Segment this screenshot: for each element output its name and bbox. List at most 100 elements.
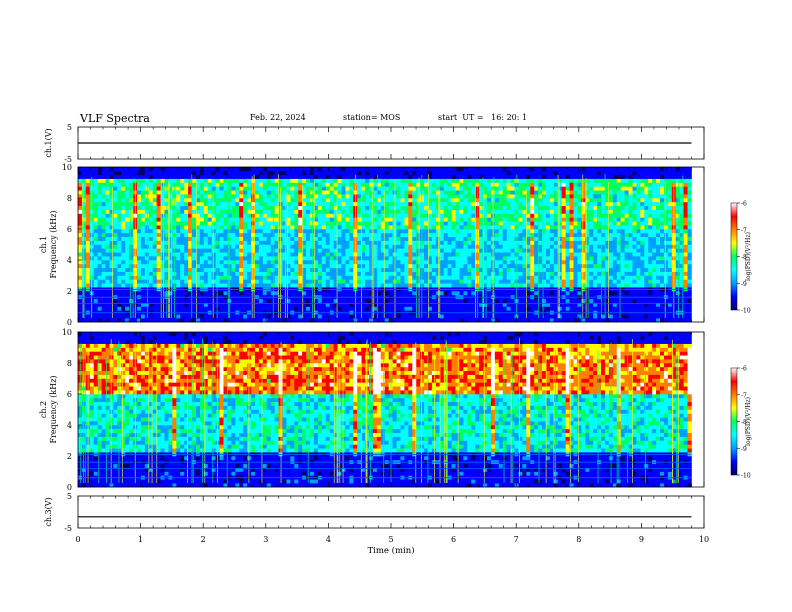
spectrogram-cell (306, 244, 311, 249)
spectrogram-cell (467, 178, 472, 183)
spectrogram-cell (561, 217, 566, 222)
spectrogram-cell (361, 186, 366, 191)
spectrogram-cell (549, 205, 555, 210)
spectrogram-cell (416, 267, 421, 272)
spectrogram-cell (93, 271, 98, 276)
spectrogram-cell (365, 167, 370, 172)
spectrogram-cell (565, 260, 570, 265)
spectrogram-cell (420, 306, 425, 311)
spectrogram-cell (494, 229, 500, 234)
spectrogram-cell (424, 186, 429, 191)
spectrogram-cell (526, 205, 531, 210)
spectrogram-cell (219, 221, 224, 226)
spectrogram-cell (376, 221, 382, 226)
spectrogram-cell (310, 167, 315, 172)
spectrogram-cell (416, 263, 421, 269)
spectrogram-cell (388, 217, 393, 222)
spectrogram-cell (455, 170, 460, 176)
spectrogram-cell (384, 174, 389, 179)
spectrogram-cell (463, 298, 468, 303)
spectrogram-cell (329, 174, 334, 179)
spectrogram-cell (498, 198, 504, 203)
spectrogram-cell (258, 182, 264, 187)
spectrogram-cell (369, 256, 374, 261)
spectrogram-cell (561, 167, 566, 172)
spectrogram-cell (93, 248, 98, 253)
spectrogram-cell (372, 256, 378, 261)
spectrogram-cell (471, 182, 476, 187)
spectrogram-cell (467, 194, 472, 199)
spectrogram-cell (195, 267, 201, 272)
spectrogram-cell (140, 232, 146, 238)
spectrogram-cell (365, 279, 370, 284)
spectrogram-cell (286, 170, 291, 176)
spectrogram-cell (109, 244, 114, 249)
spectrogram-cell (357, 298, 362, 303)
spectrogram-cell (530, 186, 535, 191)
spectrogram-cell (113, 194, 118, 199)
spectrogram-cell (266, 213, 271, 218)
spectrogram-cell (463, 201, 468, 207)
spectrogram-cell (274, 198, 279, 203)
spectrogram-cell (199, 213, 205, 218)
spectrogram-cell (467, 213, 472, 218)
spectrogram-cell (561, 225, 566, 230)
spectrogram-cell (231, 318, 236, 323)
spectrogram-cell (317, 267, 323, 272)
spectrogram-cell (136, 229, 142, 234)
spectrogram-cell (219, 201, 224, 207)
spectrogram-cell (180, 178, 185, 183)
spectrogram-cell (195, 167, 201, 172)
spectrogram-cell (254, 291, 260, 296)
spectrogram-cell (542, 229, 547, 234)
spectrogram-cell (113, 252, 118, 257)
spectrogram-cell (278, 167, 283, 172)
spectrogram-cell (549, 236, 555, 241)
spectrogram-cell (195, 174, 201, 179)
spectrogram-cell (129, 213, 134, 218)
spectrogram-cell (121, 221, 126, 226)
spectrogram-cell (479, 221, 484, 226)
spectrogram-cell (506, 167, 511, 172)
spectrogram-cell (152, 318, 157, 323)
spectrogram-cell (392, 170, 397, 176)
spectrogram-cell (463, 232, 468, 238)
spectrogram-cell (266, 229, 271, 234)
spectrogram-cell (85, 198, 91, 203)
spectrogram-cell (290, 248, 295, 253)
spectrogram-cell (294, 194, 299, 199)
spectrogram-cell (542, 275, 547, 280)
spectrogram-cell (93, 170, 98, 176)
spectrogram-cell (424, 298, 429, 303)
spectrogram-cell (270, 240, 275, 245)
spectrogram-cell (266, 182, 271, 187)
spectrogram-cell (380, 248, 386, 253)
spectrogram-cell (313, 194, 319, 199)
spectrogram-cell (530, 205, 535, 210)
spectrogram-cell (420, 194, 425, 199)
spectrogram-cell (306, 221, 311, 226)
spectrogram-cell (251, 267, 256, 272)
spectrogram-cell (498, 298, 504, 303)
spectrogram-cell (467, 170, 472, 176)
spectrogram-cell (424, 318, 429, 323)
spectrogram-cell (254, 260, 260, 265)
spectrogram-cell (357, 252, 362, 257)
spectrogram-cell (184, 174, 189, 179)
spectrogram-cell (239, 252, 244, 257)
spectrogram-cell (219, 271, 224, 276)
spectrogram-cell (494, 194, 500, 199)
spectrogram-cell (518, 174, 523, 179)
spectrogram-cell (109, 256, 114, 261)
spectrogram-cell (160, 221, 165, 226)
spectrogram-cell (447, 260, 452, 265)
spectrogram-cell (557, 256, 563, 261)
spectrogram-cell (506, 248, 511, 253)
spectrogram-cell (152, 229, 157, 234)
spectrogram-cell (549, 252, 555, 257)
spectrogram-cell (337, 263, 342, 269)
spectrogram-cell (156, 302, 161, 307)
spectrogram-cell (400, 244, 405, 249)
spectrogram-cell (384, 225, 389, 230)
spectrogram-cell (538, 318, 543, 323)
